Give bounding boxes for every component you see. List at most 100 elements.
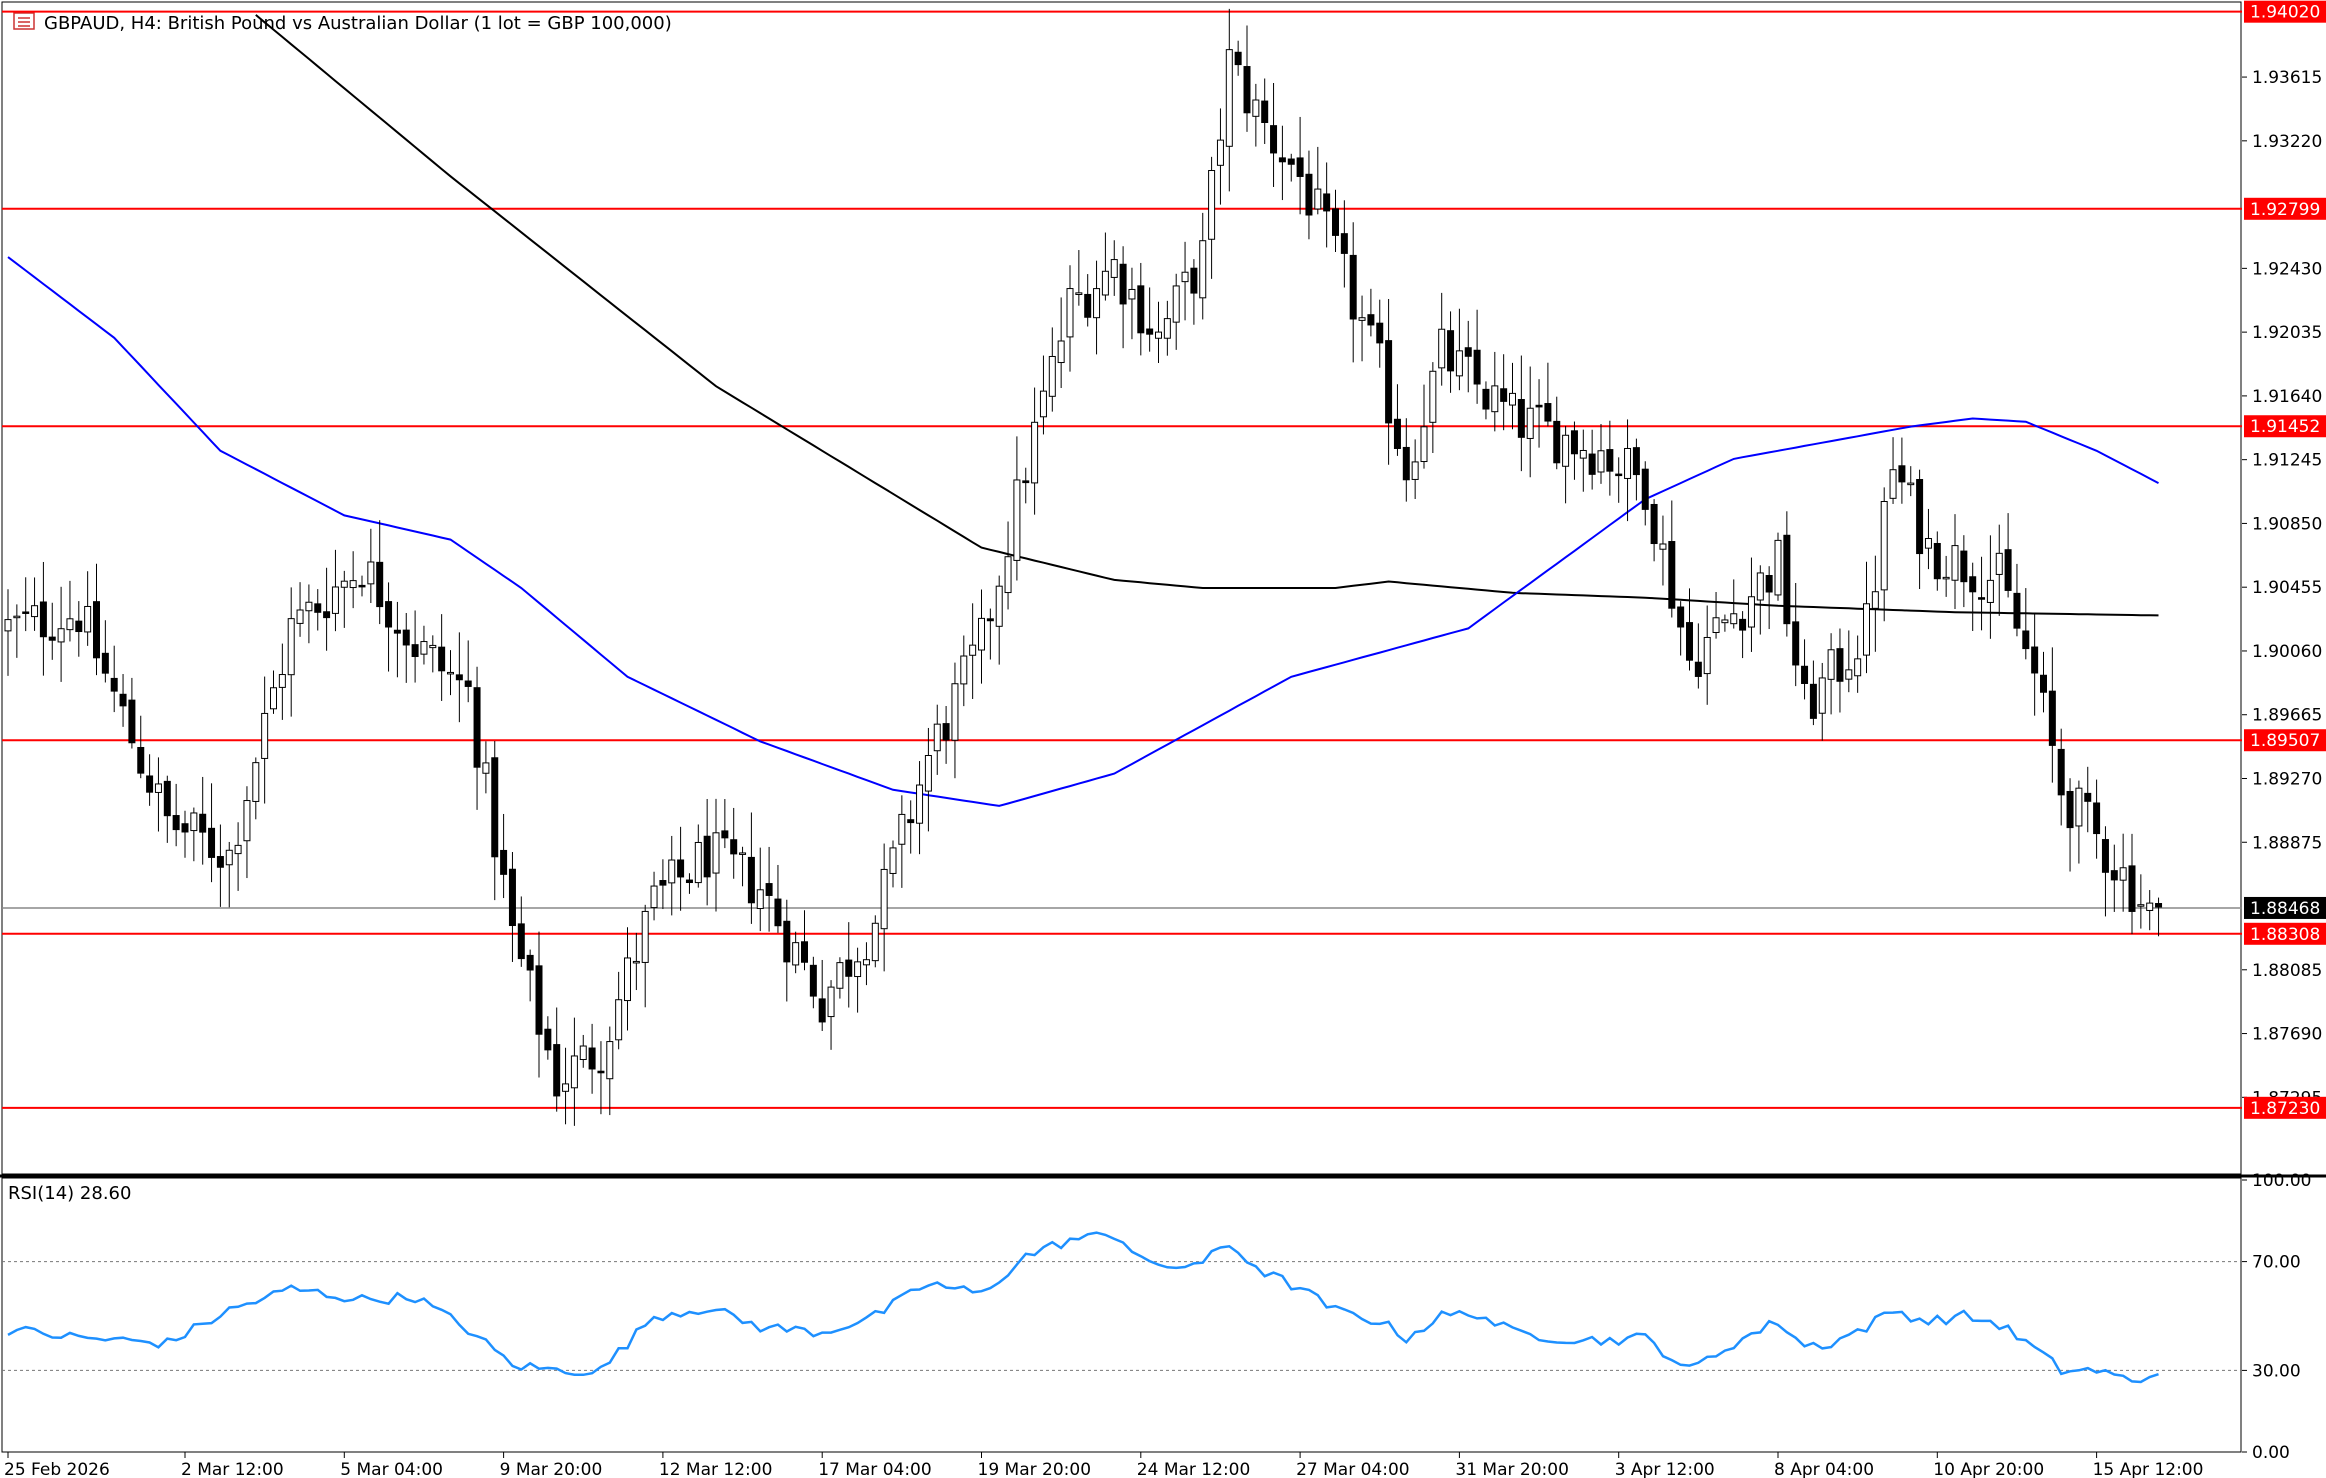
candle — [1827, 633, 1835, 715]
bear-candle-body — [208, 827, 216, 858]
bear-candle-body — [181, 823, 189, 833]
bull-candle-body — [1358, 317, 1366, 321]
moving-averages — [7, 14, 2159, 807]
candle — [756, 847, 764, 932]
bull-candle-body — [1509, 392, 1516, 406]
price-tick-label: 1.87690 — [2252, 1025, 2322, 1045]
level-price-tag: 1.89507 — [2250, 731, 2320, 751]
bear-candle-body — [685, 879, 693, 884]
candle — [508, 852, 516, 962]
bear-candle-body — [1739, 618, 1747, 631]
candle — [1128, 267, 1136, 340]
bull-candle-body — [1871, 591, 1879, 609]
bear-candle-body — [1270, 125, 1278, 154]
candle — [1978, 556, 1986, 631]
candle — [1765, 566, 1773, 630]
candle — [270, 670, 277, 714]
bear-candle-body — [1544, 403, 1552, 422]
candle — [1278, 125, 1286, 201]
candle — [1668, 500, 1676, 618]
bear-candle-body — [1801, 665, 1809, 684]
candle — [526, 949, 534, 1002]
candle — [1482, 381, 1490, 420]
candle — [1863, 561, 1870, 674]
bull-candle-body — [1420, 426, 1428, 463]
bull-candle-body — [1057, 340, 1065, 364]
candle — [1190, 259, 1198, 325]
bear-candle-body — [2101, 839, 2109, 873]
candle — [889, 840, 897, 888]
candle — [349, 551, 357, 609]
bull-candle-body — [889, 847, 897, 874]
bear-candle-body — [801, 941, 808, 963]
candle — [579, 1034, 587, 1068]
level-price-tag-bg — [2244, 197, 2326, 220]
time-tick-label: 2 Mar 12:00 — [181, 1460, 284, 1478]
bear-candle-body — [376, 561, 384, 608]
bear-candle-body — [1137, 285, 1145, 334]
bear-candle-body — [119, 693, 127, 707]
bear-candle-body — [1393, 418, 1401, 449]
bear-candle-body — [402, 629, 410, 646]
bear-candle-body — [314, 603, 322, 613]
bull-candle-body — [951, 683, 959, 741]
bear-candle-body — [1332, 208, 1339, 236]
bear-candle-body — [101, 652, 109, 674]
candle — [48, 602, 56, 660]
bull-candle-body — [154, 783, 162, 793]
bear-candle-body — [2022, 630, 2030, 650]
candle — [1296, 116, 1304, 215]
bull-candle-body — [1075, 292, 1083, 295]
bear-candle-body — [1553, 420, 1561, 464]
candle — [500, 813, 508, 899]
bear-candle-body — [986, 618, 994, 622]
candle — [924, 727, 932, 832]
candle — [358, 575, 366, 597]
bull-candle-body — [641, 910, 649, 963]
candle — [836, 957, 844, 999]
bear-candle-body — [2040, 674, 2047, 693]
candle — [650, 871, 658, 921]
bull-candle-body — [1889, 469, 1897, 499]
bear-candle-body — [907, 819, 915, 824]
bear-candle-body — [1978, 597, 1986, 600]
candle — [84, 571, 92, 646]
candle — [2022, 588, 2030, 660]
candle — [818, 959, 826, 1032]
symbol-menu-icon[interactable] — [13, 12, 35, 30]
candle — [287, 587, 295, 717]
bull-candle-body — [836, 962, 844, 989]
candle — [1101, 232, 1109, 301]
candle — [137, 715, 145, 779]
bear-candle-body — [1783, 534, 1791, 625]
bull-candle-body — [252, 762, 260, 802]
candle — [39, 561, 47, 676]
bear-candle-body — [809, 964, 817, 997]
candle — [1084, 274, 1092, 327]
bull-candle-body — [1845, 669, 1853, 680]
candle — [119, 674, 127, 727]
bull-candle-body — [1907, 482, 1915, 486]
bull-candle-body — [296, 609, 304, 624]
candle — [1570, 421, 1578, 480]
candle — [1739, 611, 1747, 659]
bull-candle-body — [31, 605, 39, 618]
bull-candle-body — [916, 784, 924, 824]
time-tick-label: 3 Apr 12:00 — [1615, 1460, 1715, 1478]
candle — [562, 1047, 570, 1125]
price-tick-label: 1.91245 — [2252, 451, 2322, 471]
candle — [2101, 826, 2109, 917]
candle — [234, 822, 242, 891]
bull-candle-body — [650, 885, 658, 909]
bear-candle-body — [783, 920, 791, 963]
bear-candle-body — [1677, 606, 1685, 628]
bull-candle-body — [1013, 479, 1021, 561]
bull-candle-body — [827, 986, 835, 1018]
candle — [517, 896, 525, 967]
bear-candle-body — [1261, 100, 1269, 123]
bear-candle-body — [818, 998, 826, 1023]
bear-candle-body — [1916, 479, 1924, 555]
bear-candle-body — [1482, 388, 1490, 410]
candle — [1756, 565, 1764, 635]
